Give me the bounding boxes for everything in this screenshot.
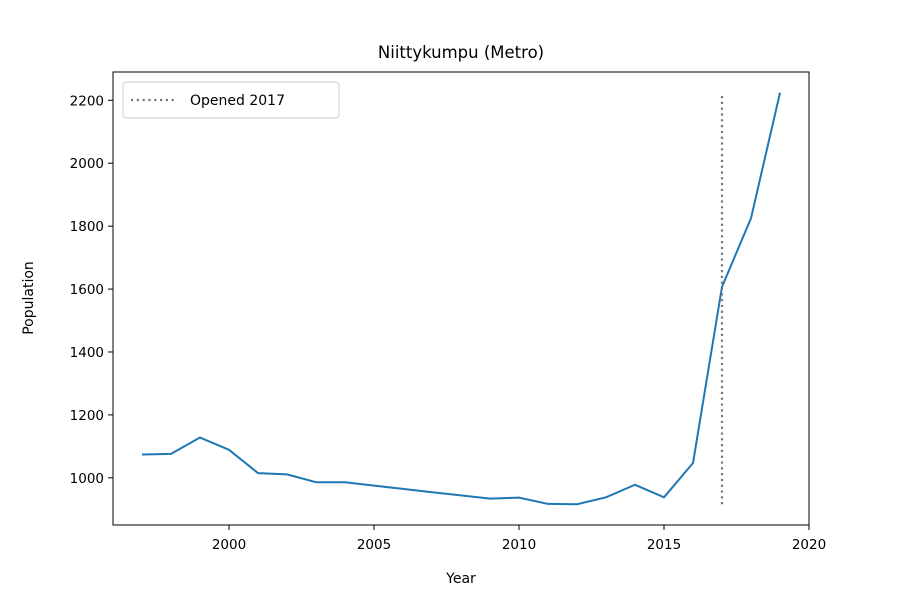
chart-title: Niittykumpu (Metro): [378, 43, 544, 62]
y-tick-label: 1200: [70, 408, 104, 424]
x-axis-ticks: 2000 2005 2010 2015 2020: [212, 525, 826, 553]
x-tick-label: 2005: [357, 537, 391, 553]
y-tick-label: 1800: [70, 219, 104, 235]
y-axis-ticks: 1000 1200 1400 1600 1800 2000 2200: [70, 93, 113, 487]
y-tick-label: 2000: [70, 156, 104, 172]
y-tick-label: 1600: [70, 282, 104, 298]
x-tick-label: 2000: [212, 537, 246, 553]
legend-box: [122, 81, 340, 119]
y-axis-label: Population: [21, 261, 37, 335]
y-tick-label: 1400: [70, 345, 104, 361]
plot-frame: [112, 71, 810, 526]
plot-area: [141, 92, 781, 506]
legend-label: Opened 2017: [190, 93, 285, 109]
x-tick-label: 2015: [647, 537, 681, 553]
x-axis-label: Year: [445, 571, 476, 587]
x-tick-label: 2020: [792, 537, 826, 553]
y-tick-label: 2200: [70, 93, 104, 109]
legend: Opened 2017: [122, 81, 340, 119]
y-tick-label: 1000: [70, 471, 104, 487]
x-tick-label: 2010: [502, 537, 536, 553]
